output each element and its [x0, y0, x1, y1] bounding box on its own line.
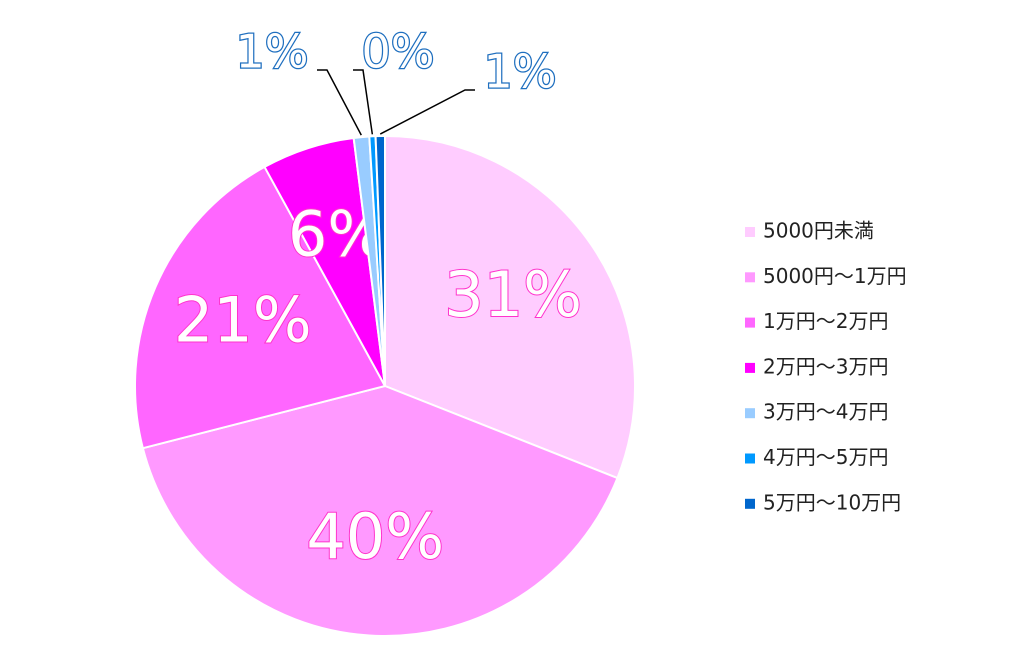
- legend-swatch: [745, 227, 755, 237]
- legend-swatch: [745, 453, 755, 464]
- legend-label: 2万円～3万円: [763, 354, 888, 378]
- legend-label: 5000円未満: [763, 219, 874, 243]
- leader-line: [317, 69, 362, 136]
- legend-swatch: [745, 317, 755, 328]
- pie-slice: [384, 134, 636, 480]
- legend-swatch: [745, 498, 755, 509]
- data-label: 31%: [444, 258, 582, 331]
- pie-slice: [134, 165, 387, 450]
- legend-label: 3万円～4万円: [763, 400, 888, 424]
- legend-swatch: [745, 362, 755, 373]
- legend-label: 1万円～2万円: [763, 309, 888, 333]
- legend-swatch: [745, 272, 755, 283]
- legend-swatch: [745, 408, 755, 419]
- legend-label: 4万円～5万円: [763, 445, 888, 469]
- data-label: 1%: [236, 25, 309, 79]
- leader-line: [379, 89, 475, 135]
- leader-line: [353, 69, 374, 135]
- legend-label: 5万円～10万円: [763, 490, 901, 514]
- data-label: 21%: [174, 284, 312, 357]
- data-label: 1%: [484, 45, 557, 99]
- legend-label: 5000円～1万円: [763, 264, 907, 288]
- data-label: 0%: [362, 25, 435, 79]
- data-label: 40%: [306, 500, 444, 573]
- pie-slice: [141, 384, 619, 637]
- pie-slice: [374, 134, 386, 387]
